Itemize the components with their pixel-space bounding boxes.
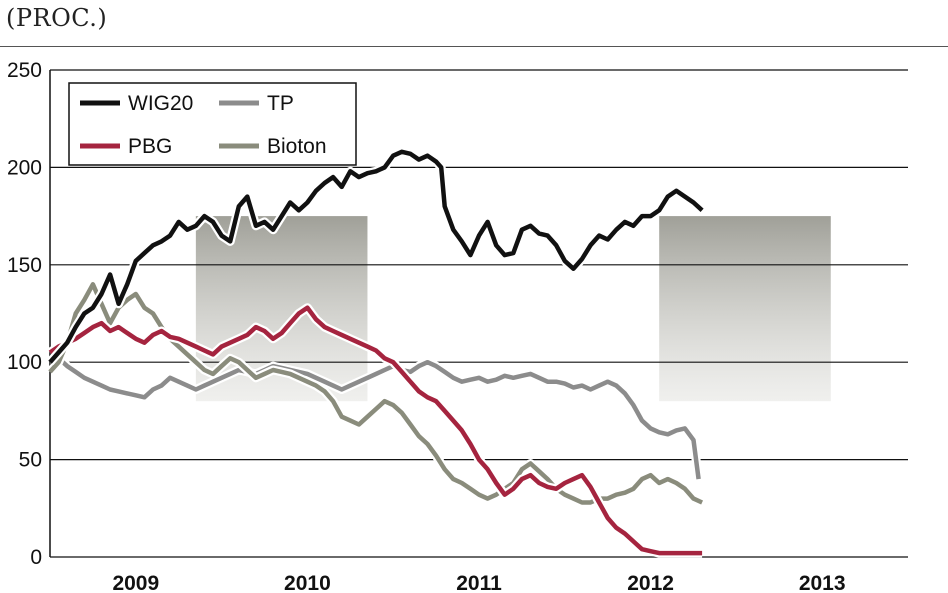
grid-lines: [50, 69, 908, 558]
shaded-range: [659, 216, 831, 402]
legend-label-pbg: PBG: [128, 135, 172, 158]
legend-label-wig20: WIG20: [128, 92, 193, 115]
y-tick-label: 200: [7, 156, 42, 179]
y-tick-label: 250: [7, 59, 42, 82]
y-axis: 0 50 100 150 200 250: [7, 59, 51, 569]
x-tick-label: 2012: [627, 572, 674, 593]
series-halo-wig20: [46, 147, 706, 366]
legend-label-tp: TP: [267, 92, 294, 115]
x-axis: 2009 2010 2011 2012 2013: [112, 572, 845, 593]
unit-label: (PROC.): [6, 4, 108, 32]
x-tick-label: 2010: [284, 572, 331, 593]
series-line-pbg: [48, 305, 703, 556]
y-tick-label: 0: [30, 546, 42, 569]
legend: WIG20 TP PBG Bioton: [68, 82, 357, 166]
y-tick-label: 50: [19, 449, 42, 472]
series-line-wig20: [48, 149, 704, 364]
header-rule: [0, 46, 948, 47]
series-line-tp: [49, 356, 701, 480]
x-tick-label: 2009: [112, 572, 159, 593]
series-lines: [46, 147, 706, 558]
legend-label-bioton: Bioton: [267, 135, 327, 158]
y-tick-label: 150: [7, 254, 42, 277]
y-tick-label: 100: [7, 351, 42, 374]
x-tick-label: 2013: [799, 572, 846, 593]
x-tick-label: 2011: [456, 572, 502, 593]
legend-box: [68, 82, 357, 166]
